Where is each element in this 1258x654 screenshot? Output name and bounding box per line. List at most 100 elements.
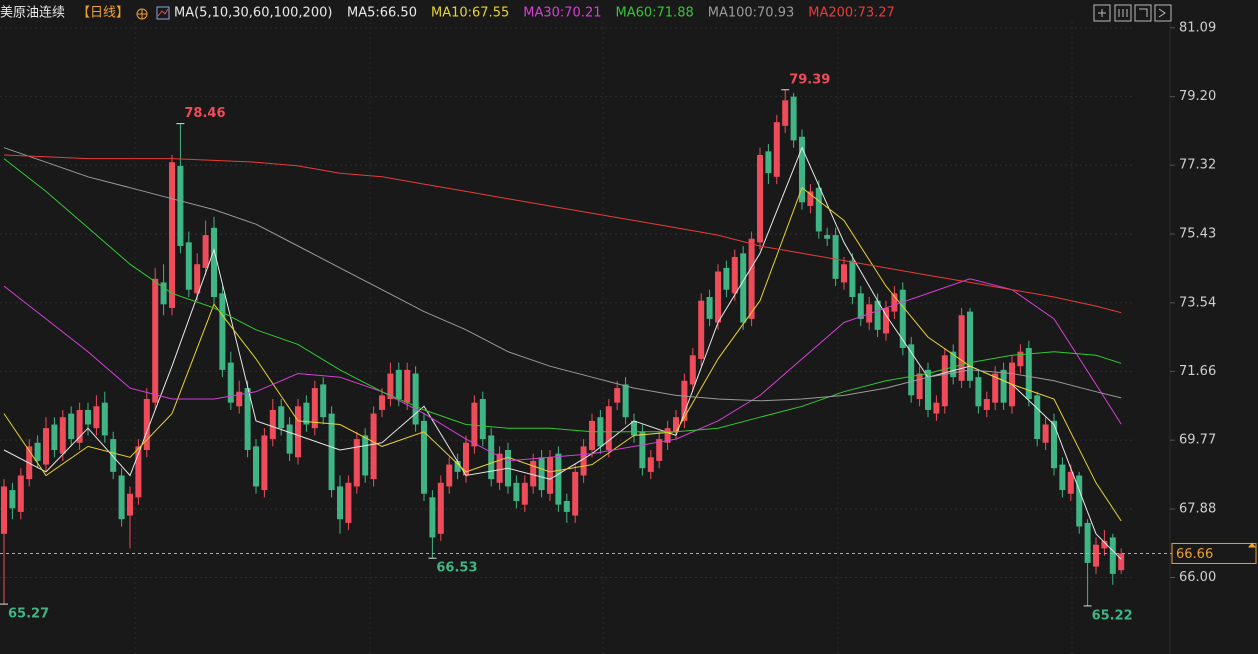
candle-body — [76, 409, 83, 443]
candle-body — [1034, 395, 1041, 440]
candle-body — [429, 497, 436, 538]
candle-body — [639, 431, 646, 469]
candle-body — [454, 460, 461, 472]
tool-button[interactable] — [1093, 4, 1111, 22]
candle-body — [689, 355, 696, 385]
extreme-label: 65.27 — [8, 607, 49, 622]
candle-body — [1109, 537, 1116, 574]
candle-body — [681, 380, 688, 421]
candle-body — [261, 435, 268, 491]
y-tick-label: 73.54 — [1179, 295, 1216, 310]
candle-body — [1025, 348, 1032, 400]
candle-body — [320, 384, 327, 418]
ma-params: MA(5,10,30,60,100,200) — [174, 6, 332, 21]
extreme-label: 78.46 — [184, 106, 225, 121]
legend-entry: MA200:73.27 — [808, 6, 895, 21]
candle-body — [34, 442, 41, 461]
candle-body — [127, 493, 133, 516]
candle-body — [1076, 475, 1083, 527]
ma-line — [3, 154, 1122, 314]
indicator-icon[interactable] — [156, 6, 170, 20]
candle-body — [244, 388, 251, 451]
candle-body — [1067, 471, 1074, 494]
candle-body — [983, 399, 990, 410]
candle-body — [950, 351, 957, 378]
candle-body — [337, 486, 343, 520]
candle-body — [1118, 553, 1125, 571]
candle-body — [68, 413, 75, 440]
candle-body — [790, 96, 797, 141]
candle-body — [463, 442, 469, 476]
candle-body — [1000, 369, 1007, 403]
candle-body — [85, 409, 91, 425]
ma-line — [3, 147, 1122, 402]
candle-body — [488, 435, 495, 480]
extreme-label: 65.22 — [1092, 608, 1133, 623]
candle-body — [849, 260, 856, 298]
y-tick-label: 66.00 — [1179, 570, 1216, 585]
legend-entry: MA30:70.21 — [523, 6, 601, 21]
candle-body — [17, 475, 24, 512]
candle-body — [925, 369, 931, 410]
candle-body — [387, 373, 394, 400]
last-price-box — [1171, 542, 1257, 564]
candle-body — [227, 362, 234, 403]
candle-body — [479, 399, 486, 440]
candle-body — [773, 122, 780, 177]
candle-body — [303, 402, 310, 425]
y-tick-label: 69.77 — [1179, 433, 1216, 448]
candle-body — [152, 278, 159, 403]
candle-body — [1084, 522, 1091, 563]
tool-button[interactable] — [1154, 4, 1172, 22]
last-price-label: 66.66 — [1176, 547, 1213, 562]
candle-body — [353, 439, 360, 487]
candle-body — [1, 486, 7, 534]
candle-body — [93, 406, 100, 429]
candle-body — [799, 136, 805, 203]
candle-body — [933, 402, 940, 414]
candle-body — [404, 369, 411, 403]
legend-entry: MA5:66.50 — [347, 6, 417, 21]
period[interactable]: 【日线】 — [77, 6, 129, 21]
ma-line — [3, 158, 1122, 433]
legend-entry: MA100:70.93 — [708, 6, 795, 21]
candle-body — [202, 235, 209, 268]
candle-body — [807, 191, 814, 206]
candle-body — [286, 424, 293, 454]
candle-body — [622, 384, 629, 418]
candle-body — [370, 413, 377, 480]
candle-body — [916, 373, 923, 400]
candle-body — [530, 460, 537, 487]
candle-body — [211, 227, 217, 298]
candle-body — [647, 457, 654, 472]
y-tick-label: 77.32 — [1179, 158, 1216, 173]
candle-body — [706, 297, 713, 319]
candle-body — [563, 501, 570, 512]
candle-body — [185, 242, 192, 290]
candle-body — [1093, 544, 1099, 567]
candle-body — [891, 293, 898, 312]
candle-body — [143, 399, 150, 451]
candle-body — [421, 420, 427, 494]
candle-body — [572, 471, 579, 516]
candle-body — [177, 165, 184, 247]
candle-body — [362, 435, 369, 476]
tool-button[interactable] — [1114, 4, 1132, 22]
settings-icon[interactable] — [136, 8, 148, 20]
candle-body — [1042, 424, 1049, 443]
candle-body — [967, 311, 973, 381]
tool-button[interactable] — [1134, 4, 1152, 22]
candle-body — [437, 482, 444, 534]
candle-body — [958, 315, 965, 381]
candle-body — [496, 453, 503, 483]
ma-line — [3, 186, 1122, 522]
toolbar — [1093, 4, 1172, 22]
extreme-label: 66.53 — [436, 561, 477, 576]
candle-body — [656, 439, 663, 461]
candle-body — [589, 420, 595, 451]
candle-body — [169, 162, 175, 308]
candle-body — [698, 300, 705, 359]
candle-body — [1101, 541, 1108, 549]
candle-body — [295, 406, 301, 458]
